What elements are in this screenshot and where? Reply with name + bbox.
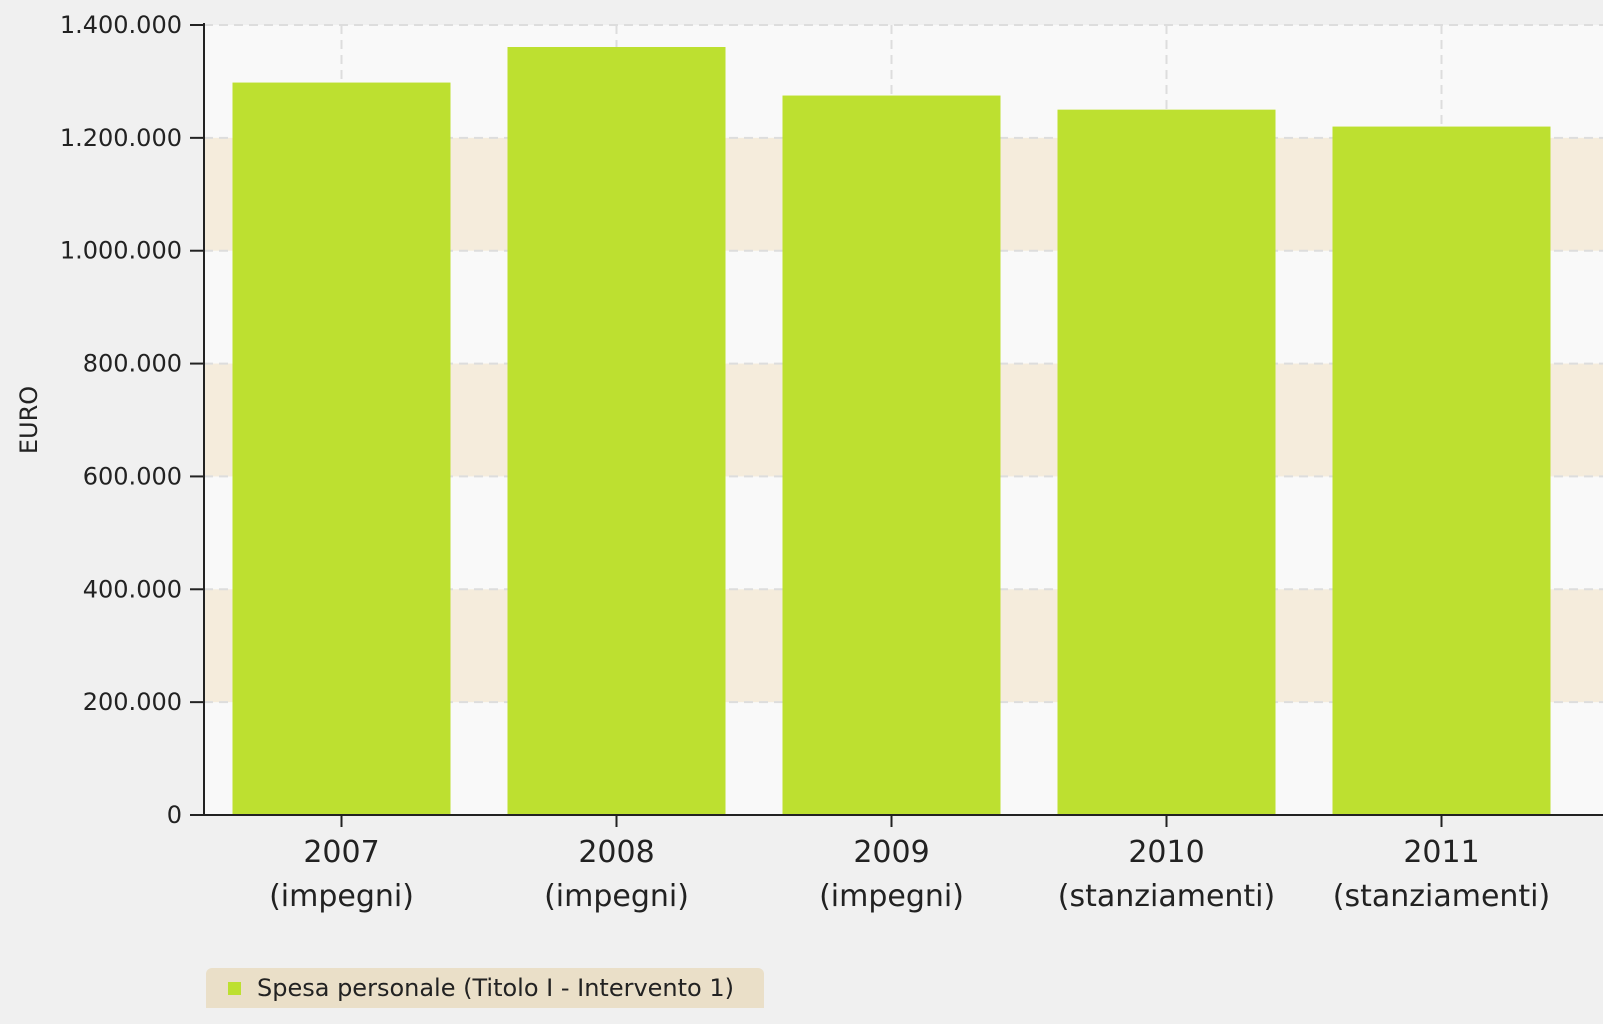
x-tick-label: 2009: [853, 835, 929, 870]
legend-swatch: [228, 981, 241, 995]
x-tick-label: (impegni): [269, 879, 414, 914]
x-tick-label: 2008: [578, 835, 654, 870]
bar-2011: [1332, 126, 1551, 816]
y-tick-label: 600.000: [83, 462, 182, 490]
y-tick-label: 1.000.000: [60, 237, 182, 265]
y-tick-label: 0: [167, 801, 182, 829]
y-axis-title: EURO: [15, 386, 43, 454]
bar-2008: [507, 47, 726, 815]
y-tick-label: 1.400.000: [60, 11, 182, 39]
bar-2007: [232, 82, 451, 816]
bar-2009: [782, 95, 1001, 816]
x-tick-label: (impegni): [544, 879, 689, 914]
y-tick-label: 400.000: [83, 575, 182, 603]
bar-2010: [1057, 109, 1276, 815]
x-tick-label: (stanziamenti): [1058, 879, 1275, 914]
y-tick-label: 1.200.000: [60, 124, 182, 152]
y-tick-label: 800.000: [83, 350, 182, 378]
legend: Spesa personale (Titolo I - Intervento 1…: [206, 968, 764, 1008]
x-tick-label: 2011: [1403, 835, 1479, 870]
x-tick-label: (stanziamenti): [1333, 879, 1550, 914]
bar-chart: 0 200.000 400.000 600.000 800.000 1.000.000 1.…: [15, 11, 1603, 914]
x-tick-label: 2010: [1128, 835, 1204, 870]
y-tick-label: 200.000: [83, 688, 182, 716]
x-tick-label: 2007: [303, 835, 379, 870]
legend-label-spesa-personale: Spesa personale (Titolo I - Intervento 1…: [257, 974, 734, 1002]
x-tick-label: (impegni): [819, 879, 964, 914]
